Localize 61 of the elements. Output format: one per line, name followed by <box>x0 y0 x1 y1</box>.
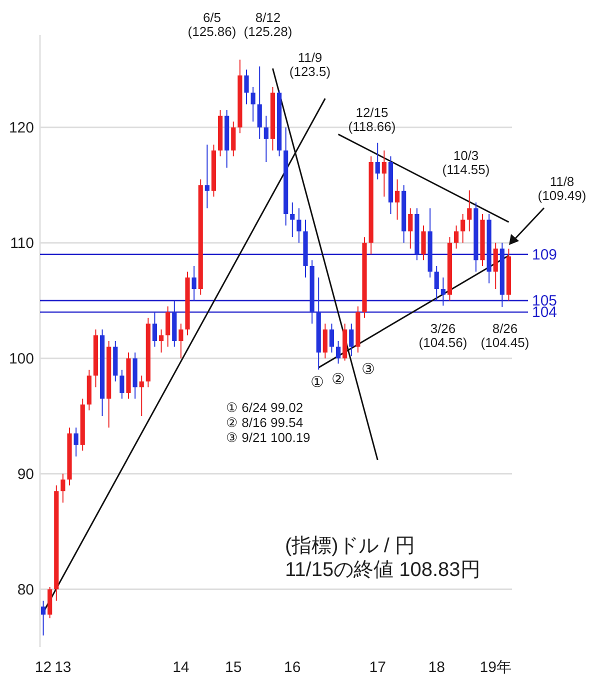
annotation: 8/26 (104.45) <box>480 321 530 350</box>
candlestick <box>290 202 295 238</box>
candlestick <box>152 312 158 348</box>
candlestick <box>322 323 328 359</box>
candlestick <box>74 427 78 457</box>
y-tick-label: 100 <box>8 350 34 368</box>
annotation: ② <box>332 371 344 388</box>
annotation: (指標)ドル / 円 11/15の終値 108.83円 <box>285 535 480 581</box>
candlestick <box>40 600 46 636</box>
candlestick <box>244 69 249 105</box>
candlestick <box>440 276 446 306</box>
y-tick-label: 80 <box>17 581 34 598</box>
x-tick-label: 18 <box>428 659 445 676</box>
y-tick-label: 90 <box>17 466 34 483</box>
annotation: ③ <box>362 361 374 378</box>
x-tick-label: 14 <box>172 659 190 676</box>
candlestick <box>158 328 164 354</box>
annotation: ① 6/24 99.02 ② 8/16 99.54 ③ 9/21 100.19 <box>226 400 310 445</box>
candlestick <box>467 190 472 232</box>
candlestick <box>408 208 413 250</box>
candlestick <box>60 473 66 504</box>
candlestick <box>296 208 302 244</box>
annotation: 10/3 (114.55) <box>442 148 490 177</box>
y-tick-label: 110 <box>10 234 34 252</box>
text: 11/8 (109.49) <box>538 174 586 203</box>
annotation: 11/9 (123.5) <box>289 50 331 79</box>
candlestick <box>382 150 386 198</box>
candlestick <box>120 369 124 400</box>
candlestick <box>460 213 466 244</box>
candlestick <box>204 144 210 209</box>
candlestick <box>231 121 236 157</box>
x-tick-label: 13 <box>54 659 72 676</box>
x-tick-label: 17 <box>369 659 386 676</box>
annotation: ① <box>310 374 324 391</box>
annotation: 6/5 (125.86) <box>188 10 236 39</box>
annotation: 8/12 (125.28) <box>244 10 292 39</box>
candlestick <box>166 306 170 348</box>
ref-line: 109 <box>40 246 558 264</box>
candlestick <box>394 178 400 220</box>
candlestick <box>375 142 380 180</box>
candlestick <box>192 265 196 302</box>
x-tick-label: 16 <box>284 659 301 676</box>
annotation: 3/26 (104.56) <box>418 321 468 350</box>
candlestick <box>139 375 144 417</box>
candlestick <box>250 86 256 122</box>
x-tick-label: 19年 <box>480 659 512 676</box>
candlestick <box>349 323 354 357</box>
y-tick-label: 120 <box>8 119 34 136</box>
candlestick <box>434 265 439 302</box>
candlestick <box>329 323 334 354</box>
candlestick <box>336 340 341 364</box>
x-tick-label: 12 <box>34 659 52 676</box>
x-tick-label: 15 <box>225 659 242 676</box>
candlestick <box>178 323 184 359</box>
candlestick <box>257 66 262 140</box>
ref-line-label: 109 <box>532 246 558 264</box>
candlestick <box>454 225 459 250</box>
candlestick <box>493 242 498 290</box>
candlestick <box>264 115 268 163</box>
candlestick <box>421 225 426 261</box>
annotation: 12/15 (118.66) <box>348 105 396 134</box>
